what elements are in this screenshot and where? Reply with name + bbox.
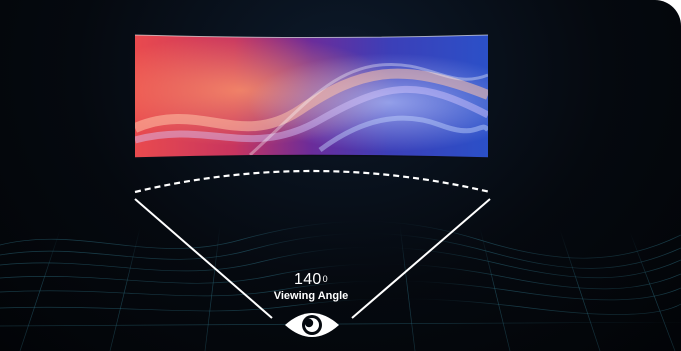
viewing-arc (134, 169, 491, 194)
angle-value-text: 1400 (231, 271, 391, 289)
viewing-angle-caption: 1400 Viewing Angle (231, 271, 391, 303)
angle-unit: 0 (322, 274, 328, 284)
floor-grid (0, 220, 681, 351)
viewing-line-left (134, 198, 273, 319)
angle-number: 140 (294, 271, 322, 288)
viewing-line-right (351, 198, 491, 319)
eye-icon (285, 313, 339, 337)
angle-label: Viewing Angle (273, 290, 349, 302)
curved-display-screen (134, 34, 489, 159)
